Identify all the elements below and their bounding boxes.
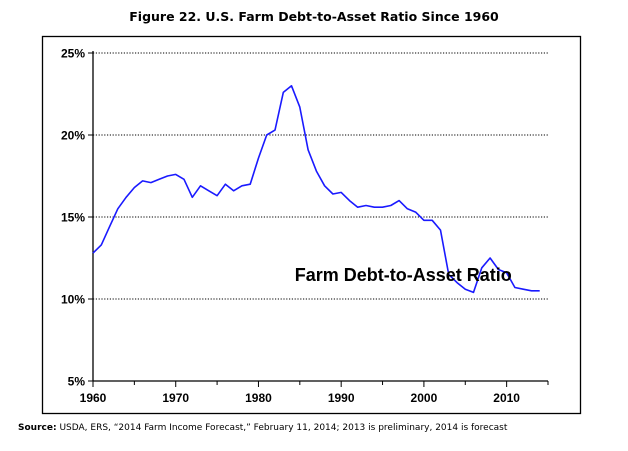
y-tick-label: 15%	[61, 211, 85, 225]
x-tick-label: 2010	[493, 391, 520, 405]
figure-frame	[41, 35, 582, 415]
series-annotation: Farm Debt-to-Asset Ratio	[295, 265, 512, 285]
x-tick-label: 1960	[80, 391, 107, 405]
x-tick-label: 2000	[411, 391, 438, 405]
source-text: USDA, ERS, “2014 Farm Income Forecast,” …	[59, 423, 508, 433]
x-tick-label: 1980	[245, 391, 272, 405]
y-tick-label: 10%	[61, 293, 85, 307]
x-tick-label: 1990	[328, 391, 355, 405]
series-line	[92, 85, 540, 294]
source-label: Source:	[18, 423, 57, 433]
x-tick-label: 1970	[162, 391, 189, 405]
source-note: Source: USDA, ERS, “2014 Farm Income For…	[18, 423, 618, 433]
y-tick-label: 5%	[68, 375, 86, 389]
figure-title: Figure 22. U.S. Farm Debt-to-Asset Ratio…	[129, 9, 499, 24]
y-tick-label: 20%	[61, 129, 85, 143]
y-tick-label: 25%	[61, 47, 85, 61]
